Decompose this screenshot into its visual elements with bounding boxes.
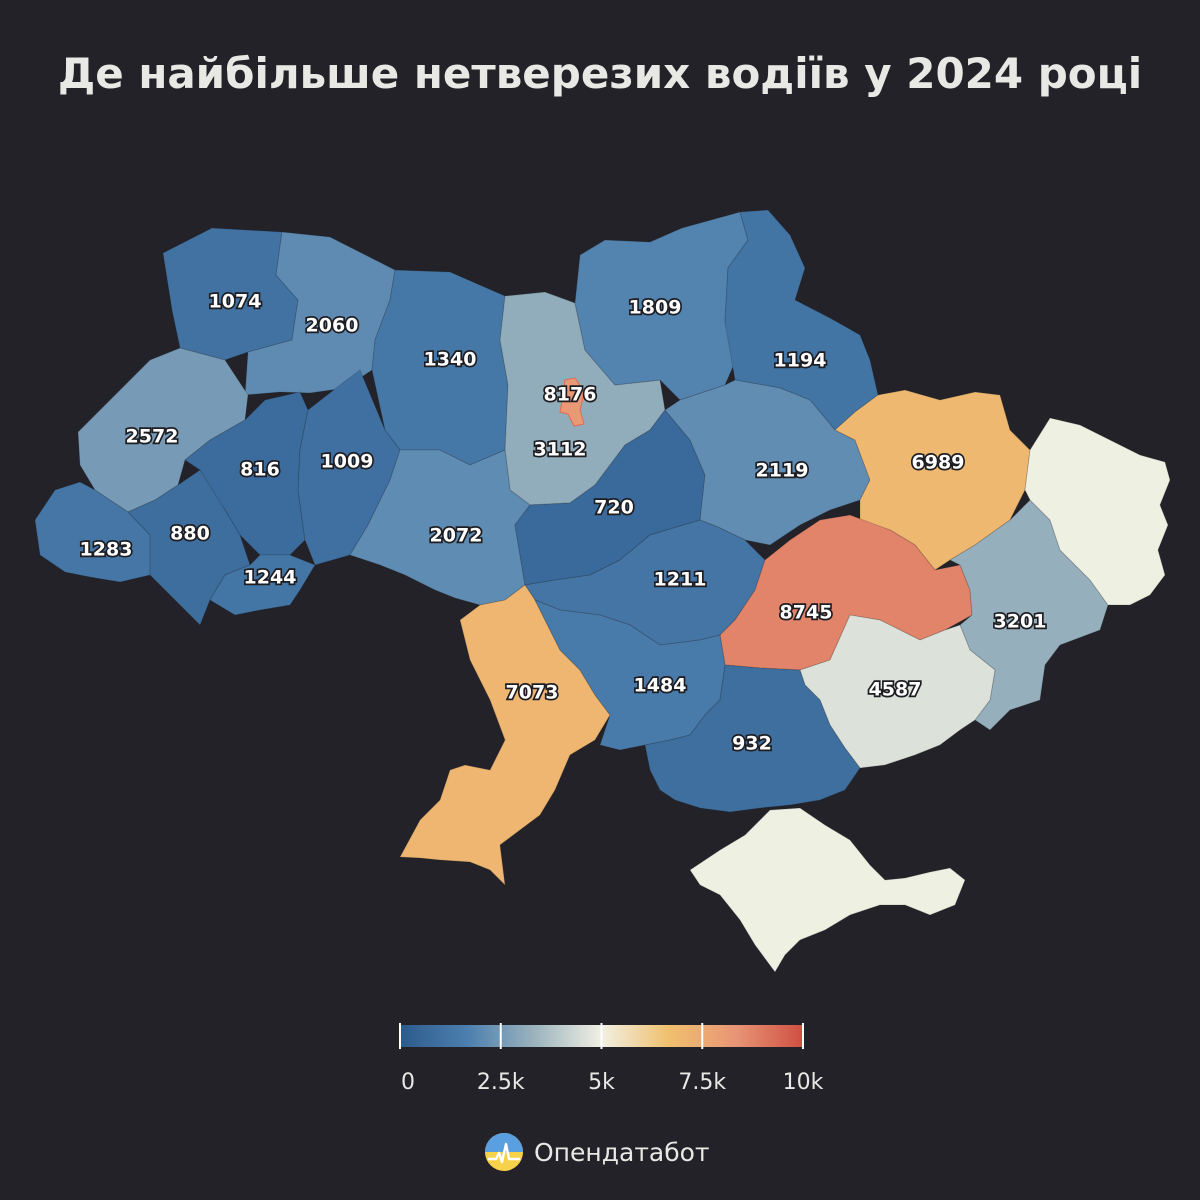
region-value-label-sumy: 1194 xyxy=(774,350,827,372)
region-value-label-zhytomyr: 1340 xyxy=(424,349,477,371)
region-value-label-poltava: 2119 xyxy=(756,460,809,482)
region-value-label-donetsk: 3201 xyxy=(994,611,1047,633)
region-kherson xyxy=(644,664,861,813)
region-crimea xyxy=(689,807,966,973)
region-value-label-kyiv-city: 8176 xyxy=(544,384,597,406)
region-value-label-zakarpattia: 1283 xyxy=(80,539,133,561)
color-legend: 0 2.5k 5k 7.5k 10k xyxy=(399,1023,824,1095)
region-value-label-odesa: 7073 xyxy=(506,682,559,704)
region-value-label-kyiv-oblast: 3112 xyxy=(534,439,587,461)
region-value-label-ivano-frankivsk: 880 xyxy=(170,523,210,545)
region-value-label-lviv: 2572 xyxy=(126,426,179,448)
region-value-label-rivne: 2060 xyxy=(306,315,359,337)
map-title: Де найбільше нетверезих водіїв у 2024 ро… xyxy=(57,49,1143,98)
region-chernivtsi xyxy=(209,554,316,616)
legend-tick-label: 7.5k xyxy=(678,1070,726,1095)
region-value-label-dnipro: 8745 xyxy=(780,602,833,624)
region-zakarpattia xyxy=(34,481,151,583)
region-value-label-zaporizhzhia: 4587 xyxy=(869,679,922,701)
legend-tick-label: 10k xyxy=(783,1070,824,1095)
region-value-label-ternopil: 816 xyxy=(240,459,280,481)
region-value-label-chernihiv: 1809 xyxy=(629,297,682,319)
region-value-label-kirovohrad: 1211 xyxy=(654,569,707,591)
legend-tick-label: 5k xyxy=(588,1070,615,1095)
brand: Опендатабот xyxy=(484,1128,710,1176)
region-kyiv-city xyxy=(559,377,585,427)
brand-name: Опендатабот xyxy=(534,1137,710,1167)
region-value-label-mykolaiv: 1484 xyxy=(634,675,687,697)
legend-tick-label: 2.5k xyxy=(477,1070,525,1095)
region-value-label-chernivtsi: 1244 xyxy=(244,567,297,589)
region-luhansk xyxy=(1024,417,1171,606)
region-value-label-khmelnytskyi: 1009 xyxy=(321,451,374,473)
region-value-label-kherson: 932 xyxy=(732,733,772,755)
region-value-label-kharkiv: 6989 xyxy=(912,452,965,474)
legend-tick-label: 0 xyxy=(401,1070,415,1095)
opendatabot-logo-icon xyxy=(485,1133,523,1171)
region-value-label-cherkasy: 720 xyxy=(594,497,634,519)
region-value-label-volyn: 1074 xyxy=(209,291,262,313)
region-value-label-vinnytsia: 2072 xyxy=(430,525,483,547)
